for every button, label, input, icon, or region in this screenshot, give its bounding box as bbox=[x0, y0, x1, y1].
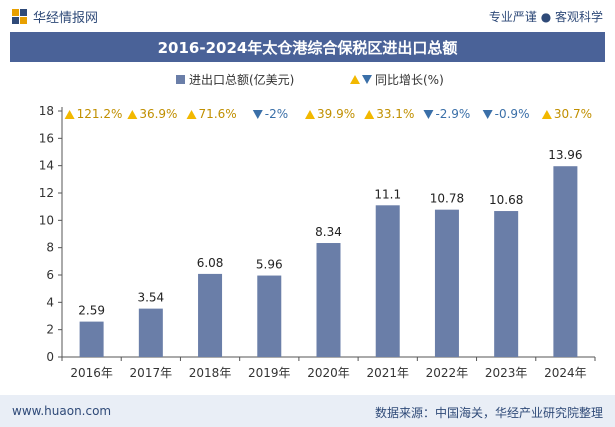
legend: 进出口总额(亿美元) 同比增长(%) bbox=[176, 72, 444, 87]
x-tick-label: 2016年 bbox=[70, 366, 113, 380]
bar-value-label: 5.96 bbox=[256, 258, 283, 272]
y-tick-label: 0 bbox=[46, 350, 54, 364]
growth-label: 30.7% bbox=[554, 107, 592, 121]
y-axis: 0 2 4 6 8 10 12 14 16 18 bbox=[39, 104, 63, 364]
legend-up-triangle-icon bbox=[350, 75, 360, 84]
y-tick-label: 4 bbox=[46, 295, 54, 309]
growth-up-icon bbox=[305, 110, 315, 119]
legend-growth-label: 同比增长(%) bbox=[375, 73, 444, 87]
x-axis: 2016年 2017年 2018年 2019年 2020年 2021年 2022年 2023年… bbox=[61, 356, 596, 380]
chart-title: 2016-2024年太仓港综合保税区进出口总额 bbox=[10, 32, 605, 62]
bar bbox=[553, 166, 578, 357]
y-tick-label: 16 bbox=[39, 131, 54, 145]
growth-label: 39.9% bbox=[317, 107, 355, 121]
y-tick-label: 12 bbox=[39, 186, 54, 200]
brand-name: 华经情报网 bbox=[33, 11, 99, 26]
bar-value-label: 6.08 bbox=[197, 256, 224, 270]
bar-value-label: 10.68 bbox=[489, 193, 523, 207]
x-tick-label: 2019年 bbox=[248, 366, 291, 380]
chart-area: 进出口总额(亿美元) 同比增长(%) 0 2 4 6 8 10 12 14 16 18 2016年 2… bbox=[10, 64, 605, 390]
growth-label: 36.9% bbox=[139, 107, 177, 121]
growth-up-icon bbox=[64, 110, 75, 119]
bar bbox=[198, 273, 223, 357]
x-tick-label: 2024年 bbox=[544, 366, 587, 380]
footer-website: www.huaon.com bbox=[12, 404, 112, 418]
growth-label: -0.9% bbox=[495, 107, 530, 121]
x-tick-label: 2018年 bbox=[189, 366, 232, 380]
x-tick-label: 2023年 bbox=[485, 366, 528, 380]
growth-up-icon bbox=[127, 110, 138, 119]
y-tick-label: 14 bbox=[39, 159, 54, 173]
bar-value-label: 3.54 bbox=[137, 291, 164, 305]
growth-down-icon bbox=[482, 110, 493, 119]
bar-value-label: 11.1 bbox=[374, 187, 401, 201]
bar bbox=[434, 209, 459, 357]
growth-label: 71.6% bbox=[199, 107, 237, 121]
y-tick-label: 10 bbox=[39, 213, 54, 227]
growth-label: 33.1% bbox=[376, 107, 414, 121]
footer-source: 数据来源：中国海关，华经产业研究院整理 bbox=[374, 406, 603, 420]
brand-logo-icon bbox=[12, 9, 27, 24]
bar-value-label: 2.59 bbox=[78, 304, 105, 318]
x-tick-label: 2020年 bbox=[307, 366, 350, 380]
bar bbox=[494, 211, 519, 357]
footer: www.huaon.com 数据来源：中国海关，华经产业研究院整理 bbox=[0, 395, 615, 427]
x-tick-label: 2017年 bbox=[130, 366, 173, 380]
growth-down-icon bbox=[423, 110, 434, 119]
bars: 2.59 3.54 6.08 5.96 8.34 11.1 10.78 10.68 13.96 bbox=[78, 148, 583, 357]
top-bar: 华经情报网 专业严谨 ● 客观科学 bbox=[0, 0, 615, 30]
bar bbox=[79, 321, 104, 357]
bar bbox=[138, 308, 163, 357]
legend-down-triangle-icon bbox=[362, 75, 372, 84]
growth-labels: 121.2% 36.9% 71.6% -2% 39.9% 33.1% -2.9% -0.9% 3… bbox=[64, 107, 592, 121]
y-tick-label: 2 bbox=[46, 323, 54, 337]
growth-label: -2% bbox=[265, 107, 288, 121]
bar bbox=[257, 275, 282, 357]
y-tick-label: 6 bbox=[46, 268, 54, 282]
y-tick-label: 8 bbox=[46, 241, 54, 255]
growth-up-icon bbox=[364, 110, 375, 119]
growth-down-icon bbox=[252, 110, 263, 119]
brand: 华经情报网 bbox=[12, 7, 98, 26]
bar bbox=[316, 243, 341, 357]
tagline: 专业严谨 ● 客观科学 bbox=[488, 10, 603, 24]
bar-value-label: 8.34 bbox=[315, 225, 342, 239]
x-tick-label: 2022年 bbox=[426, 366, 469, 380]
y-tick-label: 18 bbox=[39, 104, 54, 118]
growth-label: -2.9% bbox=[435, 107, 470, 121]
bar bbox=[375, 205, 400, 357]
growth-label: 121.2% bbox=[77, 107, 123, 121]
x-tick-label: 2021年 bbox=[366, 366, 409, 380]
legend-bar-label: 进出口总额(亿美元) bbox=[189, 72, 294, 87]
growth-up-icon bbox=[186, 110, 197, 119]
growth-up-icon bbox=[541, 110, 552, 119]
bar-value-label: 13.96 bbox=[548, 148, 582, 162]
bar-value-label: 10.78 bbox=[430, 192, 464, 206]
legend-bar-swatch bbox=[176, 75, 185, 84]
